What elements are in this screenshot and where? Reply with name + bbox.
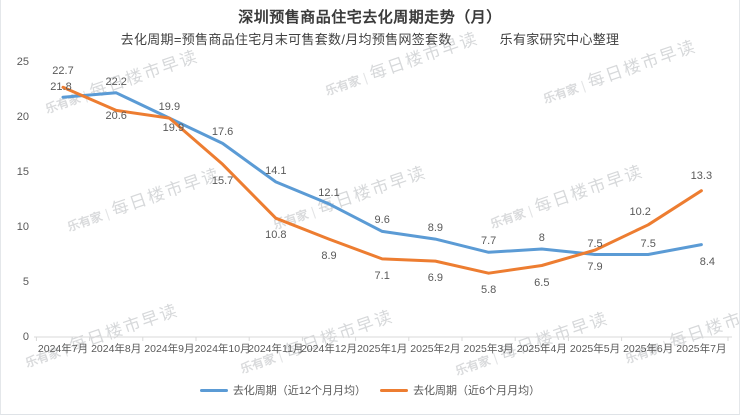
data-label: 13.3 (690, 169, 713, 182)
x-axis-label: 2025年3月 (463, 343, 514, 355)
watermark: 乐有家|每日楼市早读 (451, 304, 612, 380)
watermark: 乐有家|每日楼市早读 (21, 296, 182, 372)
watermark-text: 每日楼市早读 (109, 164, 224, 220)
data-label: 17.6 (211, 126, 234, 139)
legend-swatch (380, 388, 409, 392)
watermark-separator: | (81, 87, 90, 104)
legend: 去化周期（近12个月月均） 去化周期（近6个月月均） (1, 382, 739, 398)
x-axis-label: 2025年2月 (410, 343, 461, 355)
data-label: 22.2 (105, 75, 127, 88)
data-label: 7.1 (374, 269, 390, 282)
watermark: 乐有家|每日楼市早读 (486, 157, 647, 233)
watermark: 乐有家|每日楼市早读 (269, 158, 430, 234)
data-label: 8.4 (699, 255, 716, 268)
y-axis-label: 15 (16, 165, 29, 178)
x-axis-label: 2025年5月 (569, 343, 621, 355)
watermark: 乐有家|每日楼市早读 (63, 160, 224, 236)
watermark-text: 每日楼市早读 (87, 46, 202, 102)
x-axis-label: 2024年10月 (194, 343, 251, 355)
x-axis-label: 2025年1月 (357, 343, 408, 355)
watermark-separator: | (361, 69, 370, 86)
x-axis-label: 2025年7月 (676, 343, 727, 355)
subtitle-source: 乐有家研究中心整理 (499, 32, 620, 47)
watermark-brand: 乐有家 (488, 206, 528, 232)
x-axis-label: 2024年11月 (248, 343, 304, 355)
legend-item: 去化周期（近6个月月均） (380, 382, 540, 398)
data-label: 10.8 (265, 229, 287, 242)
x-axis-label: 2024年12月 (300, 343, 358, 355)
data-label: 9.6 (374, 214, 390, 227)
series-line-0 (61, 91, 703, 256)
data-label: 10.2 (629, 205, 651, 218)
y-axis-label: 0 (22, 330, 29, 343)
data-label: 20.6 (105, 110, 127, 123)
watermark-separator: | (579, 77, 588, 94)
legend-item: 去化周期（近12个月月均） (199, 382, 367, 398)
watermark-brand: 乐有家 (541, 81, 581, 107)
data-label: 15.7 (211, 175, 234, 188)
series-line-1 (61, 85, 703, 275)
x-axis-label: 2025年4月 (516, 343, 567, 355)
watermark-brand: 乐有家 (453, 353, 493, 379)
data-label: 8.9 (427, 222, 444, 235)
chart-title: 深圳预售商品住宅去化周期走势（月） (238, 9, 502, 26)
watermark-brand: 乐有家 (65, 209, 105, 235)
data-label: 6.5 (534, 276, 550, 289)
watermark-brand: 乐有家 (43, 91, 83, 117)
y-axis-label: 25 (16, 55, 29, 68)
legend-label: 去化周期（近12个月月均） (232, 385, 367, 397)
watermark-separator: | (309, 203, 318, 220)
watermark-separator: | (103, 205, 112, 222)
chart-subtitle: 去化周期=预售商品住宅月末可售套数/月均预售网签套数 乐有家研究中心整理 (1, 29, 739, 48)
legend-swatch (199, 388, 228, 392)
data-label: 21.8 (50, 81, 72, 94)
x-axis-label: 2024年7月 (37, 343, 89, 355)
data-label: 19.9 (162, 122, 185, 135)
x-axis-label: 2024年8月 (91, 343, 142, 355)
data-label: 7.5 (587, 237, 603, 250)
data-label: 6.9 (427, 272, 444, 285)
legend-label: 去化周期（近6个月月均） (413, 385, 541, 397)
x-axis-label: 2024年9月 (144, 343, 195, 355)
data-label: 8.9 (321, 250, 337, 263)
watermark-separator: | (526, 202, 535, 219)
data-label: 12.1 (318, 186, 340, 199)
data-label: 22.7 (52, 65, 74, 78)
y-axis-label: 5 (22, 275, 29, 288)
subtitle-formula: 去化周期=预售商品住宅月末可售套数/月均预售网签套数 (120, 32, 452, 47)
watermark: 乐有家|每日楼市早读 (621, 292, 739, 368)
data-label: 5.8 (480, 284, 497, 297)
data-label: 7.7 (480, 235, 497, 248)
watermark: 乐有家|每日楼市早读 (236, 302, 397, 378)
y-axis-label: 10 (16, 220, 29, 233)
y-axis-label: 20 (16, 110, 29, 123)
x-axis-label: 2025年6月 (623, 343, 674, 355)
data-label: 7.5 (640, 237, 656, 250)
watermark-brand: 乐有家 (323, 73, 363, 99)
data-label: 19.9 (158, 101, 181, 114)
data-label: 8 (538, 232, 545, 244)
data-label: 14.1 (265, 164, 287, 177)
data-label: 7.9 (587, 261, 603, 274)
